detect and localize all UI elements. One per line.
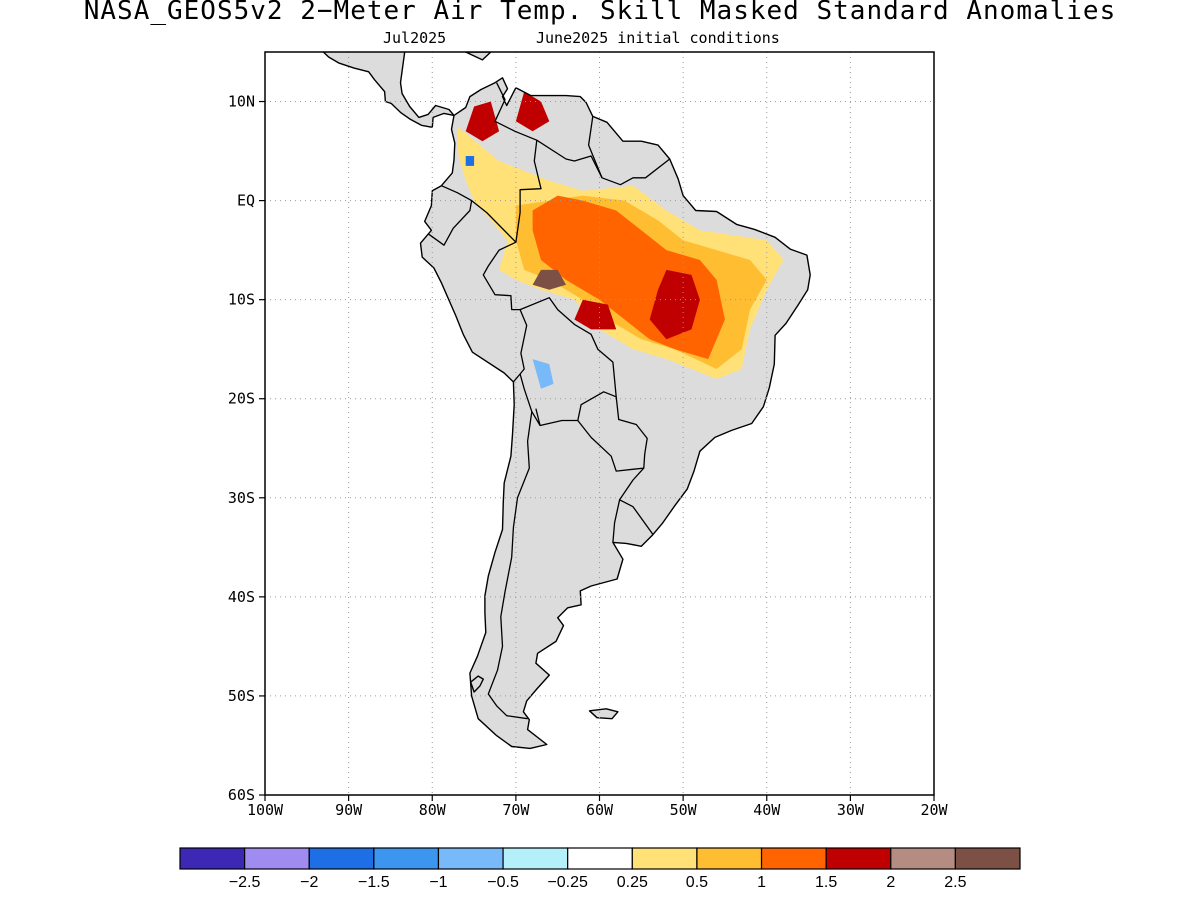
coastline-south-america	[419, 77, 811, 750]
colorbar-label: −1	[429, 874, 447, 891]
colorbar-label: 2.5	[944, 874, 966, 891]
lon-tick-label: 100W	[247, 801, 284, 819]
country-border-6	[577, 396, 648, 472]
country-border-5	[519, 297, 617, 427]
country-border-2	[536, 139, 603, 179]
land-central-america	[323, 52, 454, 128]
country-border-9	[487, 411, 533, 720]
colorbar-label: 1	[757, 874, 766, 891]
coastline-tierra-del-fuego-fragments	[470, 675, 484, 693]
colorbar-swatch	[502, 847, 569, 870]
country-border-4	[471, 200, 528, 383]
valid-month-label: Jul2025	[383, 29, 447, 47]
country-border-8	[612, 499, 621, 543]
lat-tick-label: 10N	[228, 93, 255, 111]
colorbar-swatch	[696, 847, 763, 870]
colorbar-swatch	[244, 847, 310, 870]
lat-tick-label: 50S	[228, 687, 255, 705]
lon-tick-label: 60W	[586, 801, 614, 819]
lat-tick-label: EQ	[237, 192, 255, 210]
coastline-central-america	[322, 52, 455, 129]
lon-tick-label: 50W	[670, 801, 698, 819]
lat-tick-label: 40S	[228, 588, 255, 606]
lon-tick-label: 90W	[335, 801, 363, 819]
colorbar-swatch	[308, 847, 375, 870]
colorbar-swatch	[760, 847, 827, 870]
anomaly-region-9	[465, 156, 475, 166]
anomaly-region-3	[649, 269, 700, 340]
colorbar-swatch	[567, 847, 633, 870]
colorbar-label: −2.5	[229, 874, 261, 891]
lat-tick-label: 20S	[228, 390, 255, 408]
land-cuba-fragment	[465, 52, 491, 60]
colorbar-swatch	[631, 847, 698, 870]
lat-tick-label: 10S	[228, 291, 255, 309]
lon-tick-label: 70W	[502, 801, 530, 819]
colorbar-label: 0.5	[686, 874, 708, 891]
lon-tick-label: 30W	[837, 801, 865, 819]
map-plot-area	[322, 52, 811, 750]
colorbar-swatch	[437, 847, 504, 870]
country-border-10	[535, 408, 541, 426]
colorbar-swatch	[373, 847, 440, 870]
anomaly-region-7	[532, 269, 566, 290]
land-falklands	[589, 708, 618, 719]
colorbar-label: −1.5	[358, 874, 390, 891]
anomaly-region-4	[574, 299, 617, 330]
colorbar-label: −0.5	[487, 874, 519, 891]
anomaly-region-5	[465, 101, 500, 142]
lon-tick-label: 80W	[419, 801, 447, 819]
lat-tick-label: 60S	[228, 786, 255, 804]
country-borders	[428, 82, 671, 720]
coastline-falklands	[588, 708, 619, 720]
lon-tick-label: 40W	[753, 801, 781, 819]
anomaly-region-8	[532, 359, 554, 389]
country-border-3	[428, 185, 473, 246]
initial-conditions-label: June2025 initial conditions	[536, 29, 780, 47]
colorbar-label: 2	[886, 874, 895, 891]
colorbar-swatch	[954, 847, 1021, 870]
colorbar-label: 1.5	[815, 874, 837, 891]
colorbar-swatch	[179, 847, 246, 870]
colorbar-label: −0.25	[547, 874, 588, 891]
country-border-1	[587, 116, 671, 186]
country-border-0	[494, 82, 542, 243]
colorbar-swatch	[890, 847, 956, 870]
colorbar-label: −2	[300, 874, 318, 891]
map-title: NASA_GEOS5v2 2−Meter Air Temp. Skill Mas…	[83, 0, 1117, 26]
lat-tick-label: 30S	[228, 489, 255, 507]
lon-tick-label: 20W	[920, 801, 948, 819]
colorbar-swatch	[825, 847, 892, 870]
colorbar-label: 0.25	[617, 874, 648, 891]
coastline-cuba-fragment	[465, 52, 492, 61]
colorbar: −2.5 −2 −1.5 −1 −0.5 −0.25 0.25 0.5 1 1.5 2 2.5	[179, 847, 1021, 891]
